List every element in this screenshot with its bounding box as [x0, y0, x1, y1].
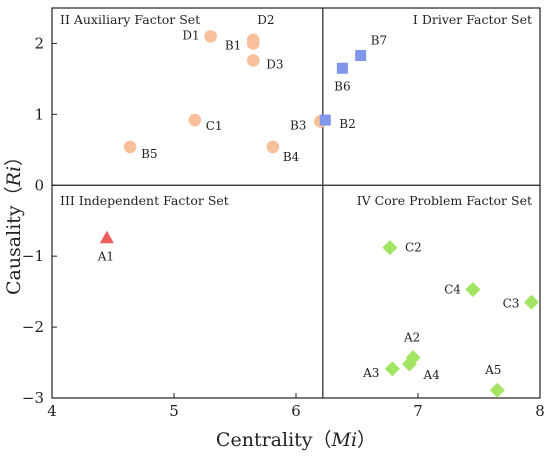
x-tick-label: 4	[47, 402, 57, 420]
y-tick-label: 2	[34, 34, 44, 52]
marker-d3	[247, 54, 260, 67]
y-tick-label: −1	[22, 247, 44, 265]
marker-b4	[266, 140, 280, 154]
label-b7: B7	[371, 34, 387, 48]
quadrant-label-2: II Auxiliary Factor Set	[60, 12, 200, 27]
marker-b7	[355, 50, 367, 62]
marker-b1	[247, 37, 260, 50]
marker-c3	[523, 294, 539, 310]
x-axis-title-var: Mi	[331, 429, 358, 451]
marker-b5	[123, 140, 137, 154]
x-tick-label: 6	[291, 402, 301, 420]
y-tick-label: 0	[34, 176, 44, 194]
label-c4: C4	[444, 283, 461, 297]
label-a5: A5	[484, 363, 501, 377]
y-axis-title-var: Ri	[3, 166, 25, 187]
x-tick-label: 7	[413, 402, 423, 420]
marker-a3	[384, 361, 400, 377]
label-c2: C2	[405, 241, 422, 255]
quadrant-label-4: IV Core Problem Factor Set	[357, 193, 532, 208]
marker-c1	[188, 113, 202, 127]
x-tick-label: 5	[169, 402, 179, 420]
marker-a4	[401, 356, 417, 372]
data-markers	[99, 30, 539, 398]
marker-b2	[319, 114, 331, 126]
label-a4: A4	[422, 368, 440, 382]
x-axis-title: Centrality（Mi）	[216, 429, 376, 451]
y-tick-label: −2	[22, 318, 44, 336]
label-b5: B5	[141, 147, 157, 161]
axis-tick-labels: 4 5 6 7 8 −3 −2 −1 0 1 2	[22, 34, 545, 420]
label-a1: A1	[97, 250, 114, 264]
label-b2: B2	[339, 117, 355, 131]
label-b1: B1	[225, 38, 241, 52]
quadrant-dividers	[52, 8, 540, 398]
marker-b6	[336, 62, 348, 74]
label-b3: B3	[290, 118, 306, 132]
marker-d1	[204, 30, 217, 43]
quadrant-label-1: I Driver Factor Set	[413, 12, 532, 27]
axis-ticks	[51, 42, 541, 399]
y-axis-title: Causality（Ri）	[3, 147, 25, 295]
label-d1: D1	[182, 28, 199, 42]
label-b6: B6	[334, 79, 350, 93]
label-d3: D3	[266, 57, 283, 71]
marker-a5	[489, 382, 505, 398]
y-axis-title-text: Causality（	[3, 186, 25, 295]
label-c3: C3	[503, 296, 520, 310]
x-axis-title-text: Centrality（	[216, 429, 332, 451]
quadrant-label-3: III Independent Factor Set	[60, 193, 229, 208]
marker-c4	[465, 282, 481, 298]
label-c1: C1	[206, 119, 223, 133]
y-tick-label: −3	[22, 389, 44, 407]
x-tick-label: 8	[535, 402, 545, 420]
y-axis-title-end: ）	[3, 147, 25, 166]
label-a2: A2	[403, 331, 420, 345]
label-d2: D2	[257, 13, 274, 27]
marker-c2	[382, 240, 398, 256]
label-a3: A3	[362, 366, 379, 380]
marker-a1	[99, 230, 114, 244]
x-axis-title-end: ）	[357, 429, 376, 451]
label-b4: B4	[283, 150, 300, 164]
data-labels: D1 D2 B1 D3 C1 B3 B4 B5 B7 B6 B2 A1 C2 C4 C3 A2 A4 A3 A5	[97, 13, 520, 382]
y-tick-label: 1	[34, 105, 44, 123]
